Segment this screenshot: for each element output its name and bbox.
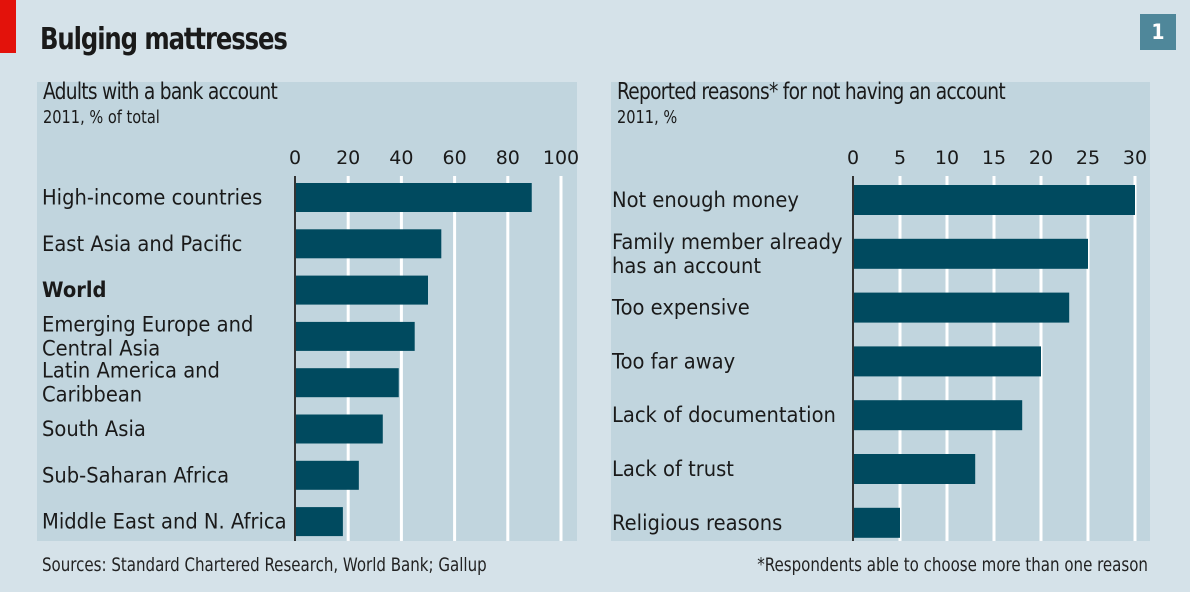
category-label-line: Emerging Europe and (42, 312, 253, 337)
category-label-line: Middle East and N. Africa (42, 509, 287, 534)
x-tick-label: 30 (1123, 147, 1147, 169)
x-tick-label: 5 (894, 147, 906, 169)
category-label-line: World (42, 277, 107, 302)
category-label-line: Lack of documentation (612, 403, 836, 428)
x-tick-label: 15 (982, 147, 1006, 169)
category-label-line: East Asia and Pacific (42, 231, 242, 256)
category-label: Family member already has an account (612, 229, 843, 278)
bar-chart-reasons: 0 5 10 15 20 25 30 Not enough money Family membe… (611, 147, 1147, 541)
category-label: Religious reasons (612, 510, 782, 535)
category-label: South Asia (42, 416, 146, 441)
chart-number-badge: 1 (1140, 14, 1176, 50)
source-note: Sources: Standard Chartered Research, Wo… (42, 554, 487, 576)
bar (295, 414, 383, 444)
category-label: Sub-Saharan Africa (42, 463, 229, 488)
x-tick-label: 25 (1076, 147, 1100, 169)
x-tick-label: 0 (847, 147, 859, 169)
x-tick-label: 0 (289, 147, 301, 169)
x-tick-label: 40 (389, 147, 413, 169)
x-tick-label: 100 (543, 147, 579, 169)
bar (295, 460, 359, 490)
category-label-line: Too far away (611, 349, 735, 374)
category-label: Too expensive (611, 295, 750, 320)
category-label-line: Central Asia (42, 336, 160, 361)
category-label-line: Sub-Saharan Africa (42, 463, 229, 488)
bar (295, 229, 442, 259)
category-label: Middle East and N. Africa (42, 509, 287, 534)
bar (853, 400, 1023, 431)
category-label: East Asia and Pacific (42, 231, 242, 256)
category-label-line: High-income countries (42, 185, 262, 210)
bar (853, 185, 1135, 215)
chart-panel-bank-account: Adults with a bank account 2011, % of to… (37, 79, 579, 541)
x-tick-label: 20 (1029, 147, 1053, 169)
bar (295, 321, 415, 351)
category-label: Emerging Europe and Central Asia (42, 312, 253, 361)
chart-subtitle: 2011, % of total (43, 107, 160, 128)
category-label-line: Latin America and (42, 358, 220, 383)
category-label-line: Caribbean (42, 382, 142, 407)
category-label-line: has an account (612, 253, 761, 278)
chart-title: Reported reasons* for not having an acco… (617, 79, 1006, 105)
bar (295, 275, 428, 305)
category-label-line: Lack of trust (612, 456, 734, 481)
category-label: Too far away (611, 349, 735, 374)
category-label: Not enough money (612, 187, 799, 212)
bar (853, 238, 1088, 269)
x-tick-label: 60 (443, 147, 467, 169)
category-label: Latin America and Caribbean (42, 358, 220, 407)
chart-title: Adults with a bank account (43, 79, 278, 105)
category-label: World (42, 277, 107, 302)
category-label-line: Not enough money (612, 187, 799, 212)
red-accent-tag (0, 0, 16, 53)
bar (295, 183, 532, 212)
category-label: Lack of trust (612, 456, 734, 481)
category-label-line: South Asia (42, 416, 146, 441)
category-label-line: Family member already (612, 229, 843, 254)
bar-chart-bank-account: 0 20 40 60 80 100 High-income countries East As… (42, 147, 579, 541)
bar (853, 292, 1070, 323)
chart-panel-reasons: Reported reasons* for not having an acco… (611, 79, 1150, 541)
bar (295, 368, 399, 398)
bar (853, 454, 976, 484)
x-tick-label: 80 (496, 147, 520, 169)
bar (853, 507, 900, 538)
x-tick-label: 20 (336, 147, 360, 169)
category-label-line: Too expensive (611, 295, 750, 320)
bar (853, 346, 1041, 377)
footnote: *Respondents able to choose more than on… (757, 554, 1148, 576)
x-tick-label: 10 (935, 147, 959, 169)
main-title: Bulging mattresses (40, 22, 288, 57)
category-label: Lack of documentation (612, 403, 836, 428)
bar (295, 507, 343, 537)
category-label: High-income countries (42, 185, 262, 210)
chart-subtitle: 2011, % (617, 107, 678, 128)
category-label-line: Religious reasons (612, 510, 782, 535)
